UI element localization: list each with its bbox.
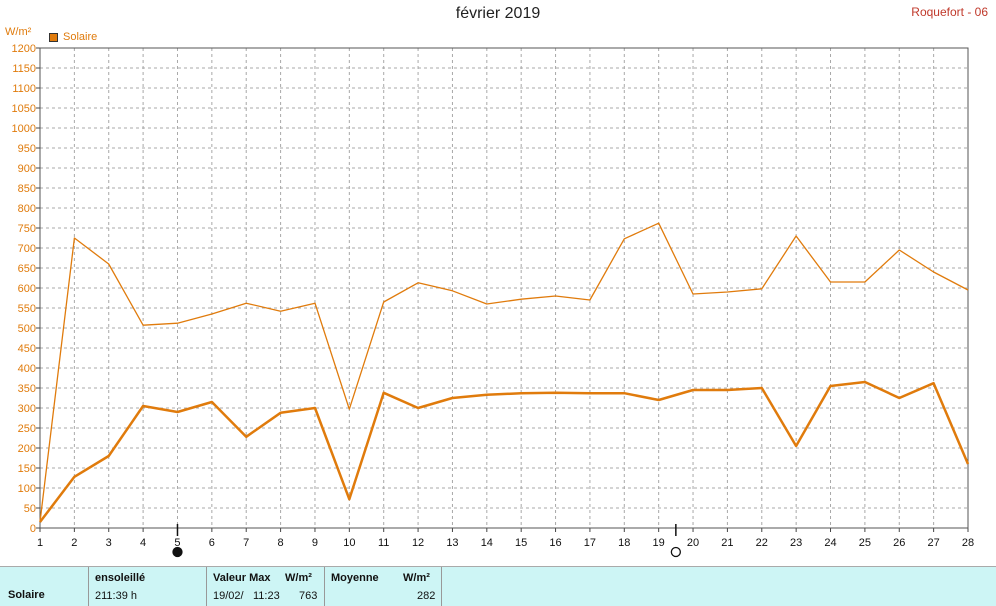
x-tick-label: 26 — [893, 537, 905, 549]
x-tick-label: 2 — [71, 537, 77, 549]
y-tick-label: 350 — [18, 383, 36, 395]
x-tick-label: 6 — [209, 537, 215, 549]
x-tick-label: 17 — [584, 537, 596, 549]
y-tick-label: 1000 — [12, 123, 36, 135]
legend-label: Solaire — [63, 31, 98, 43]
x-tick-label: 8 — [278, 537, 284, 549]
chart-title: février 2019 — [455, 5, 541, 22]
new-moon-icon — [172, 546, 183, 558]
x-tick-label: 10 — [343, 537, 355, 549]
summary-row-label: Solaire — [8, 589, 45, 601]
x-tick-label: 20 — [687, 537, 699, 549]
y-tick-label: 550 — [18, 303, 36, 315]
x-tick-label: 11 — [378, 537, 389, 549]
x-tick-label: 18 — [618, 537, 630, 549]
series-mean-line — [39, 380, 970, 523]
x-tick-label: 13 — [446, 537, 458, 549]
y-tick-label: 0 — [30, 523, 36, 535]
y-tick-label: 1150 — [12, 63, 36, 75]
y-axis-unit: W/m² — [5, 26, 32, 38]
y-tick-label: 600 — [18, 283, 36, 295]
y-tick-label: 650 — [18, 263, 36, 275]
series-max-line — [39, 222, 969, 523]
x-tick-label: 19 — [653, 537, 665, 549]
x-tick-label: 16 — [549, 537, 561, 549]
x-tick-label: 22 — [756, 537, 768, 549]
max-header: Valeur Max — [213, 572, 271, 584]
solar-chart: 0 50 100 150 200 250 300 350 400 450 500 550 600 650 7… — [12, 43, 974, 558]
y-tick-label: 50 — [24, 503, 36, 515]
x-tick-label: 3 — [106, 537, 112, 549]
y-tick-label: 100 — [18, 483, 36, 495]
y-tick-label: 700 — [18, 243, 36, 255]
y-tick-label: 150 — [18, 463, 36, 475]
legend: Solaire — [49, 31, 97, 43]
station-name: Roquefort - 06 — [911, 5, 988, 19]
x-tick-label: 1 — [37, 537, 43, 549]
plot-frame — [39, 47, 969, 529]
y-tick-label: 800 — [18, 203, 36, 215]
x-tick-label: 14 — [481, 537, 493, 549]
y-tick-label: 950 — [18, 143, 36, 155]
y-tick-label: 1200 — [12, 43, 36, 55]
y-tick-label: 1050 — [12, 103, 36, 115]
x-tick-label: 9 — [312, 537, 318, 549]
x-tick-label: 4 — [140, 537, 146, 549]
y-tick-label: 450 — [18, 343, 36, 355]
y-tick-label: 250 — [18, 423, 36, 435]
x-tick-label: 27 — [928, 537, 940, 549]
x-tick-label: 21 — [721, 537, 733, 549]
max-time: 11:23 — [253, 590, 280, 602]
sunshine-header: ensoleillé — [95, 572, 146, 584]
y-tick-label: 200 — [18, 443, 36, 455]
max-cell: Valeur Max W/m² 19/02/ 11:23 763 — [206, 567, 324, 606]
x-tick-label: 24 — [824, 537, 836, 549]
y-tick-label: 750 — [18, 223, 36, 235]
summary-bar: Solaire ensoleillé 211:39 h Valeur Max W… — [0, 566, 996, 606]
x-tick-label: 15 — [515, 537, 527, 549]
sunshine-value: 211:39 h — [95, 590, 138, 602]
y-tick-label: 300 — [18, 403, 36, 415]
x-tick-label: 23 — [790, 537, 802, 549]
mean-value: 282 — [417, 590, 436, 602]
max-unit: W/m² — [285, 572, 312, 584]
y-tick-label: 1100 — [12, 83, 36, 95]
mean-unit: W/m² — [403, 572, 430, 584]
y-tick-label: 400 — [18, 363, 36, 375]
y-tick-label: 900 — [18, 163, 36, 175]
x-tick-label: 28 — [962, 537, 974, 549]
legend-swatch — [49, 32, 58, 42]
x-tick-label: 5 — [174, 537, 180, 549]
y-tick-label: 500 — [18, 323, 36, 335]
x-tick-label: 12 — [412, 537, 424, 549]
mean-cell: Moyenne W/m² 282 — [324, 567, 442, 606]
max-value: 763 — [299, 590, 318, 602]
x-tick-label: 7 — [243, 537, 249, 549]
y-tick-label: 850 — [18, 183, 36, 195]
x-tick-label: 25 — [859, 537, 871, 549]
mean-header: Moyenne — [331, 572, 379, 584]
max-date: 19/02/ — [213, 590, 244, 602]
sunshine-cell: ensoleillé 211:39 h — [88, 567, 206, 606]
full-moon-icon — [670, 546, 682, 558]
